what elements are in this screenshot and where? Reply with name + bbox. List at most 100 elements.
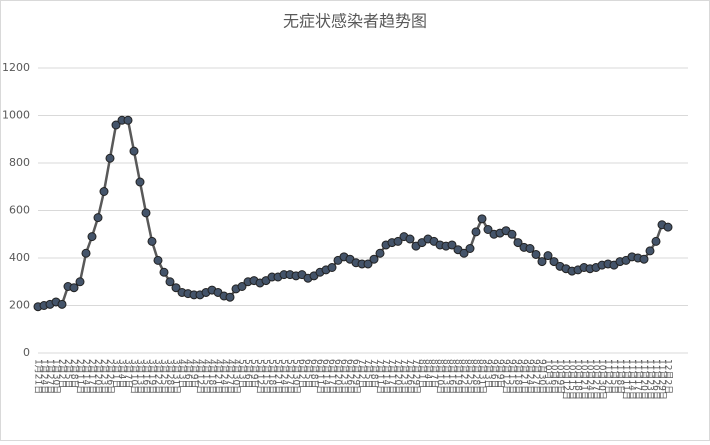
- x-tick-label: 4月3日: [177, 359, 188, 388]
- x-tick-label: 8月4日: [423, 359, 434, 388]
- data-point: [165, 277, 175, 287]
- x-tick-label: 9月6日: [489, 359, 500, 388]
- data-point: [375, 248, 385, 258]
- x-tick-label: 1月24日: [39, 359, 50, 394]
- x-tick-label: 10月27日: [591, 359, 602, 400]
- x-tick-label: 8月19日: [453, 359, 464, 394]
- data-point: [465, 244, 475, 253]
- x-tick-label: 6月29日: [351, 359, 362, 394]
- x-tick-label: 2月11日: [75, 359, 86, 394]
- x-tick-label: 3月1日: [111, 359, 122, 388]
- x-tick-label: 6月8日: [309, 359, 320, 388]
- x-tick-label: 7月8日: [369, 359, 380, 388]
- x-tick-label: 7月20日: [393, 359, 404, 394]
- y-tick-label: 1000: [2, 109, 30, 122]
- x-tick-label: 6月11日: [315, 359, 326, 394]
- x-tick-label: 4月21日: [213, 359, 224, 394]
- x-tick-label: 5月9日: [249, 359, 260, 388]
- x-tick-label: 8月25日: [465, 359, 476, 394]
- x-tick-label: 10月18日: [573, 359, 584, 400]
- data-point: [237, 282, 247, 291]
- x-tick-label: 8月7日: [429, 359, 440, 388]
- x-tick-label: 4月27日: [225, 359, 236, 394]
- x-tick-label: 1月27日: [45, 359, 56, 394]
- x-tick-label: 7月29日: [411, 359, 422, 394]
- x-tick-label: 5月3日: [237, 359, 248, 388]
- x-tick-label: 3月4日: [117, 359, 128, 388]
- x-tick-label: 11月11日: [621, 359, 632, 400]
- y-tick-label: 600: [9, 204, 30, 217]
- data-point: [363, 259, 373, 269]
- x-tick-label: 5月30日: [291, 359, 302, 394]
- x-tick-label: 6月14日: [321, 359, 332, 394]
- x-tick-label: 10月6日: [549, 359, 560, 394]
- data-point: [447, 240, 457, 250]
- x-tick-label: 9月3日: [483, 359, 494, 388]
- x-tick-label: 5月24日: [279, 359, 290, 394]
- data-point: [69, 283, 79, 293]
- data-point: [135, 177, 145, 187]
- x-tick-label: 7月5日: [363, 359, 374, 388]
- data-point: [651, 236, 661, 246]
- data-point: [645, 246, 655, 256]
- y-tick-label: 200: [9, 299, 30, 312]
- data-point: [105, 153, 115, 163]
- x-tick-label: 3月7日: [123, 359, 134, 388]
- x-tick-label: 9月27日: [531, 359, 542, 394]
- data-point: [483, 225, 493, 234]
- x-tick-label: 3月13日: [135, 359, 146, 394]
- x-tick-label: 8月1日: [417, 359, 428, 388]
- x-tick-label: 9月30日: [537, 359, 548, 394]
- x-tick-label: 12月2日: [663, 359, 674, 394]
- x-tick-label: 9月24日: [525, 359, 536, 394]
- x-tick-label: 10月21日: [579, 359, 590, 400]
- x-tick-label: 6月26日: [345, 359, 356, 394]
- x-tick-label: 9月9日: [495, 359, 506, 388]
- x-tick-label: 6月17日: [327, 359, 338, 394]
- x-tick-label: 4月18日: [207, 359, 218, 394]
- x-tick-label: 8月13日: [441, 359, 452, 394]
- data-point: [93, 213, 103, 223]
- x-tick-label: 7月2日: [357, 359, 368, 388]
- x-tick-label: 8月16日: [447, 359, 458, 394]
- x-tick-label: 3月28日: [165, 359, 176, 394]
- x-tick-label: 4月6日: [183, 359, 194, 388]
- x-tick-label: 11月20日: [639, 359, 650, 400]
- y-tick-label: 1200: [2, 61, 30, 74]
- data-point: [477, 214, 487, 224]
- data-point: [57, 299, 67, 309]
- x-tick-label: 4月15日: [201, 359, 212, 394]
- data-point: [75, 277, 85, 287]
- data-point: [525, 244, 535, 253]
- data-point: [549, 257, 559, 267]
- x-tick-label: 11月29日: [657, 359, 668, 400]
- x-tick-label: 3月31日: [171, 359, 182, 394]
- x-tick-label: 10月3日: [543, 359, 554, 394]
- x-tick-label: 9月18日: [513, 359, 524, 394]
- x-tick-label: 8月28日: [471, 359, 482, 394]
- x-tick-label: 2月26日: [105, 359, 116, 394]
- x-tick-label: 5月18日: [267, 359, 278, 394]
- data-point: [147, 236, 157, 246]
- x-tick-label: 3月22日: [153, 359, 164, 394]
- data-point: [171, 283, 181, 293]
- data-point: [327, 263, 337, 272]
- y-tick-label: 800: [9, 156, 30, 169]
- data-point: [111, 120, 121, 130]
- data-point: [405, 234, 415, 244]
- data-point: [531, 249, 541, 259]
- data-point: [153, 255, 163, 265]
- x-tick-label: 3月10日: [129, 359, 140, 394]
- x-tick-label: 4月30日: [231, 359, 242, 394]
- data-point: [159, 267, 169, 277]
- x-tick-label: 4月24日: [219, 359, 230, 394]
- x-tick-label: 11月14日: [627, 359, 638, 400]
- x-tick-label: 5月12日: [255, 359, 266, 394]
- x-tick-label: 2月23日: [99, 359, 110, 394]
- data-point: [123, 115, 133, 125]
- x-tick-label: 1月21日: [33, 359, 44, 394]
- x-tick-label: 11月23日: [645, 359, 656, 400]
- x-tick-label: 6月5日: [303, 359, 314, 388]
- data-point: [141, 208, 151, 218]
